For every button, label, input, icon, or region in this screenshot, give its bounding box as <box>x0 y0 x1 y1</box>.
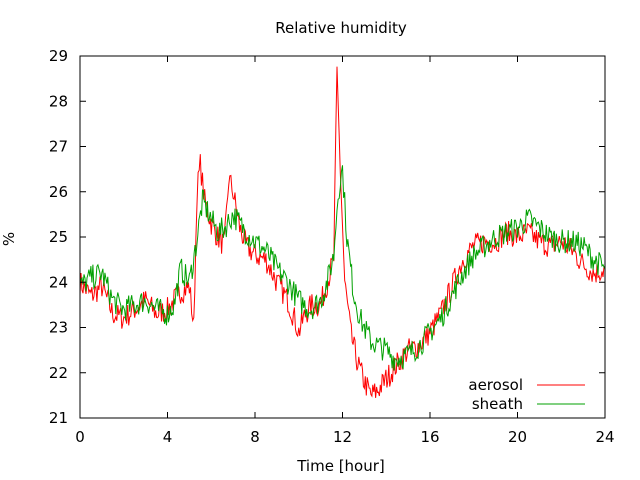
series-line-sheath <box>79 165 606 371</box>
chart-title: Relative humidity <box>275 19 407 37</box>
y-tick-label: 26 <box>49 183 68 201</box>
y-tick-label: 28 <box>49 92 68 110</box>
y-tick-label: 21 <box>49 409 68 427</box>
y-tick-label: 29 <box>49 47 68 65</box>
y-tick-label: 25 <box>49 228 68 246</box>
x-tick-label: 24 <box>595 428 614 446</box>
x-tick-label: 8 <box>250 428 260 446</box>
ticks-layer: 21 22 23 24 25 26 27 28 29 0 4 8 12 16 20 24 <box>49 47 615 446</box>
series-layer <box>79 66 606 398</box>
series-line-aerosol <box>79 66 606 398</box>
y-tick-label: 24 <box>49 273 68 291</box>
y-tick-label: 23 <box>49 319 68 337</box>
x-tick-label: 12 <box>333 428 352 446</box>
x-axis-label: Time [hour] <box>296 457 385 475</box>
y-tick-label: 22 <box>49 364 68 382</box>
x-tick-label: 4 <box>163 428 173 446</box>
plot-frame <box>79 55 606 419</box>
x-tick-label: 20 <box>508 428 527 446</box>
y-tick-label: 27 <box>49 138 68 156</box>
y-axis-label: % <box>0 232 18 246</box>
legend-label-aerosol: aerosol <box>468 376 523 394</box>
legend-label-sheath: sheath <box>472 395 523 413</box>
x-tick-label: 16 <box>420 428 439 446</box>
x-tick-label: 0 <box>75 428 85 446</box>
